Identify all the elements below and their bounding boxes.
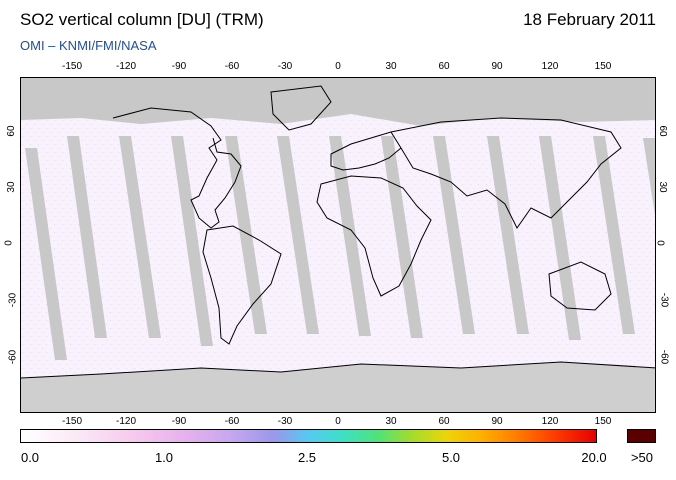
coastlines: [21, 85, 655, 379]
lon-tick-bottom: 60: [438, 416, 450, 427]
data-source-credit: OMI – KNMI/FMI/NASA: [20, 38, 157, 53]
lat-tick-right: -60: [658, 349, 670, 365]
lon-tick-top: 30: [385, 61, 397, 72]
lon-tick-bottom: 0: [335, 416, 341, 427]
colorbar-label: 20.0: [581, 450, 607, 465]
world-map-svg: [21, 78, 655, 412]
colorbar-label: 2.5: [297, 450, 317, 465]
lon-tick-bottom: -90: [171, 416, 187, 427]
date-label: 18 February 2011: [523, 10, 656, 29]
lat-tick-left: 0: [3, 240, 15, 246]
map-title: SO2 vertical column [DU] (TRM): [20, 10, 264, 29]
data-field: [21, 78, 655, 412]
lat-tick-left: -60: [7, 349, 19, 365]
lon-tick-top: 120: [541, 61, 559, 72]
overflow-color-swatch: [627, 429, 656, 443]
lon-tick-top: 90: [491, 61, 503, 72]
lat-tick-left: 30: [6, 181, 18, 193]
lon-tick-bottom: -120: [115, 416, 137, 427]
overflow-label: >50: [630, 450, 654, 465]
lon-tick-bottom: -60: [224, 416, 240, 427]
lon-tick-bottom: 150: [594, 416, 612, 427]
orbit-gap-stripes: [25, 136, 655, 360]
lon-tick-bottom: 120: [541, 416, 559, 427]
lat-tick-right: -30: [658, 292, 670, 308]
colorbar-label: 0.0: [20, 450, 40, 465]
colorbar-label: 1.0: [154, 450, 174, 465]
lon-tick-bottom: 90: [491, 416, 503, 427]
lon-tick-top: 150: [594, 61, 612, 72]
lat-tick-right: 60: [657, 125, 669, 137]
arctic-no-data: [21, 78, 655, 126]
lon-tick-top: -30: [277, 61, 293, 72]
lon-tick-bottom: -150: [61, 416, 83, 427]
lat-tick-right: 0: [654, 240, 666, 246]
lon-tick-top: -60: [224, 61, 240, 72]
lon-tick-bottom: 30: [385, 416, 397, 427]
lat-tick-left: -30: [7, 292, 19, 308]
lon-tick-top: -90: [171, 61, 187, 72]
lon-tick-bottom: -30: [277, 416, 293, 427]
so2-map: [20, 77, 656, 413]
lat-tick-left: 60: [6, 125, 18, 137]
colorbar-label: 5.0: [441, 450, 461, 465]
lat-tick-right: 30: [657, 181, 669, 193]
lon-tick-top: 0: [335, 61, 341, 72]
antarctic-no-data: [21, 362, 655, 412]
lon-tick-top: -120: [115, 61, 137, 72]
color-scale-bar: [20, 429, 597, 443]
lon-tick-top: 60: [438, 61, 450, 72]
lon-tick-top: -150: [61, 61, 83, 72]
